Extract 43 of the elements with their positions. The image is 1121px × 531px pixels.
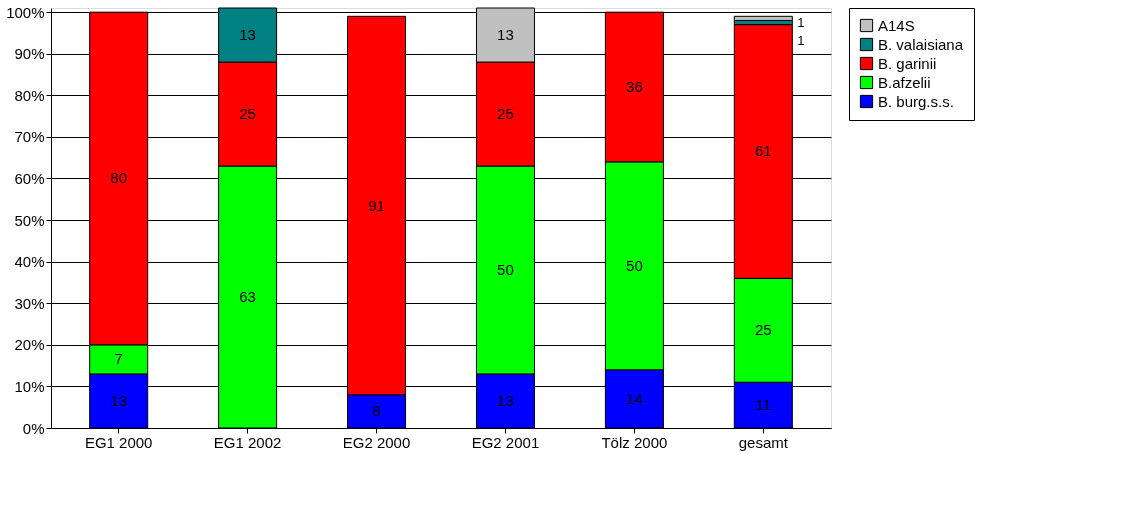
data-label: 13: [110, 391, 128, 409]
data-label: 13: [239, 26, 256, 44]
data-label: 11: [755, 396, 772, 414]
data-label: 8: [372, 402, 381, 420]
y-tick-label: 30%: [14, 294, 45, 312]
data-label: 1: [797, 33, 805, 49]
data-label: 7: [114, 350, 123, 368]
data-label: 25: [754, 321, 772, 339]
data-label: 36: [626, 78, 643, 96]
data-label: 50: [626, 256, 643, 274]
data-label: 1: [797, 14, 805, 30]
y-tick-label: 70%: [14, 128, 45, 146]
data-label: 13: [497, 391, 514, 409]
y-tick-label: 90%: [14, 45, 45, 63]
y-tick-label: 10%: [14, 377, 45, 395]
x-tick-label: EG1 2000: [84, 433, 153, 451]
y-tick-label: 20%: [14, 336, 45, 354]
y-tick-label: 40%: [14, 253, 45, 271]
bar: [733, 15, 793, 21]
data-label: 63: [239, 288, 256, 306]
x-tick-label: gesamt: [738, 433, 789, 451]
data-label: 80: [110, 169, 128, 187]
y-tick-label: 100%: [6, 3, 45, 21]
data-label: 25: [497, 105, 514, 123]
y-tick-label: 60%: [14, 170, 45, 187]
y-tick-label: 80%: [14, 86, 45, 104]
y-tick-label: 50%: [14, 211, 45, 229]
y-tick-label: 0%: [22, 419, 45, 437]
x-tick-label: EG2 2001: [471, 433, 540, 451]
data-label: 13: [497, 26, 514, 44]
x-tick-label: EG1 2002: [213, 433, 282, 451]
legend-label: B.afzelii: [878, 73, 931, 91]
legend-label: B. valaisiana: [878, 35, 964, 53]
legend-label: B. garinii: [878, 54, 937, 72]
legend-label: B. burg.s.s.: [878, 92, 954, 110]
data-label: 25: [239, 105, 256, 123]
data-label: 91: [368, 196, 385, 214]
data-label: 61: [754, 142, 772, 160]
legend-label: A14S: [878, 16, 915, 34]
x-tick-label: EG2 2000: [342, 433, 411, 451]
x-tick-label: Tölz 2000: [601, 433, 668, 451]
data-label: 14: [626, 389, 643, 407]
data-label: 50: [497, 260, 514, 278]
